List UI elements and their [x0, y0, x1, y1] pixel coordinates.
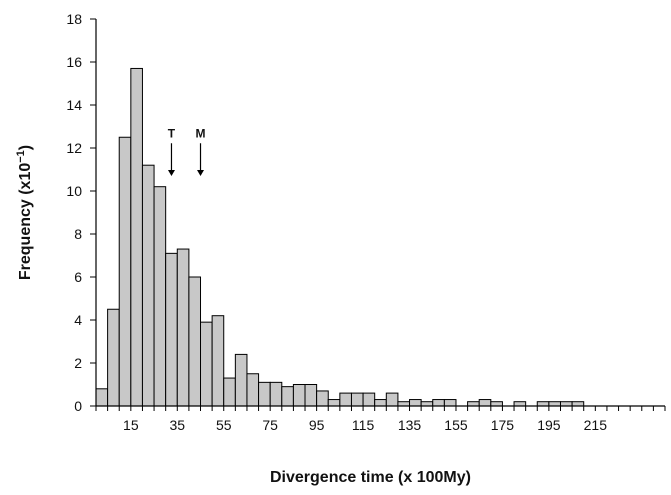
histogram-bar — [141, 164, 155, 407]
histogram-bar — [385, 392, 399, 407]
y-tick-label: 10 — [66, 183, 82, 199]
histogram-bar — [130, 67, 143, 407]
histogram-bar — [490, 401, 503, 407]
x-tick-label: 215 — [584, 417, 608, 433]
x-tick-label: 95 — [309, 417, 325, 433]
histogram-bar — [409, 399, 422, 407]
histogram-bar — [513, 401, 527, 407]
y-tick-label: 0 — [74, 398, 82, 414]
histogram-bar — [559, 401, 573, 407]
histogram-bar — [362, 392, 376, 407]
histogram-bar — [420, 401, 434, 407]
histogram-bar — [234, 353, 248, 407]
y-tick-label: 2 — [74, 355, 82, 371]
histogram-bar — [211, 315, 225, 407]
x-tick-label: 175 — [491, 417, 515, 433]
y-tick-label: 4 — [74, 312, 82, 328]
histogram-bar — [397, 401, 411, 407]
y-tick-label: 14 — [66, 97, 82, 113]
x-tick-label: 115 — [352, 417, 375, 433]
x-tick-label: 35 — [169, 417, 185, 433]
histogram-bar — [258, 381, 271, 407]
histogram-bar — [118, 136, 132, 407]
histogram-bar — [478, 399, 492, 407]
histogram-bar — [200, 321, 213, 407]
histogram-bar — [153, 186, 167, 407]
x-tick-label: 135 — [398, 417, 422, 433]
y-ticks-group: 0 2 4 6 8 10 12 14 16 18 — [66, 11, 96, 414]
x-axis-title: Divergence time (x 100My) — [270, 469, 471, 486]
x-tick-label: 155 — [444, 417, 468, 433]
x-tick-label: 15 — [123, 417, 139, 433]
annotation-arrowhead — [167, 169, 175, 176]
x-tick-label: 55 — [216, 417, 232, 433]
histogram-bar — [467, 401, 480, 407]
histogram-bar — [269, 381, 283, 407]
histogram-bar — [548, 401, 561, 407]
histogram-bar — [246, 373, 260, 407]
histogram-bar — [165, 252, 178, 407]
histogram-bar — [292, 384, 306, 407]
histogram-bar — [536, 401, 550, 407]
annotation-label: T — [168, 126, 176, 140]
histogram-bar — [107, 308, 120, 407]
histogram-bar — [176, 248, 190, 407]
annotation-arrowhead — [197, 169, 205, 176]
histogram-bar — [432, 399, 445, 407]
histogram-bar — [374, 399, 387, 407]
histogram-bar — [281, 386, 294, 407]
histogram-bar — [443, 399, 457, 407]
histogram-bar — [350, 392, 364, 407]
x-tick-label: 195 — [537, 417, 561, 433]
bars-group — [95, 67, 585, 407]
annotation-label: M — [196, 126, 206, 140]
y-tick-label: 8 — [74, 226, 82, 242]
histogram-bar — [571, 401, 585, 407]
histogram-bar — [95, 388, 109, 407]
histogram-bar — [223, 377, 236, 407]
y-tick-label: 18 — [66, 11, 82, 27]
x-tick-label: 75 — [262, 417, 278, 433]
histogram-bar — [304, 384, 318, 407]
histogram-bar — [316, 390, 329, 407]
y-tick-label: 12 — [66, 140, 82, 156]
histogram-bar — [327, 399, 341, 407]
histogram-bar — [339, 392, 352, 407]
y-axis-title: Frequency (x10−1) — [15, 145, 34, 280]
y-tick-label: 16 — [66, 54, 82, 70]
histogram-bar — [188, 276, 202, 407]
x-ticks-group: 15 35 55 75 95 115 135 155 175 195 215 — [95, 406, 666, 433]
y-tick-label: 6 — [74, 269, 82, 285]
